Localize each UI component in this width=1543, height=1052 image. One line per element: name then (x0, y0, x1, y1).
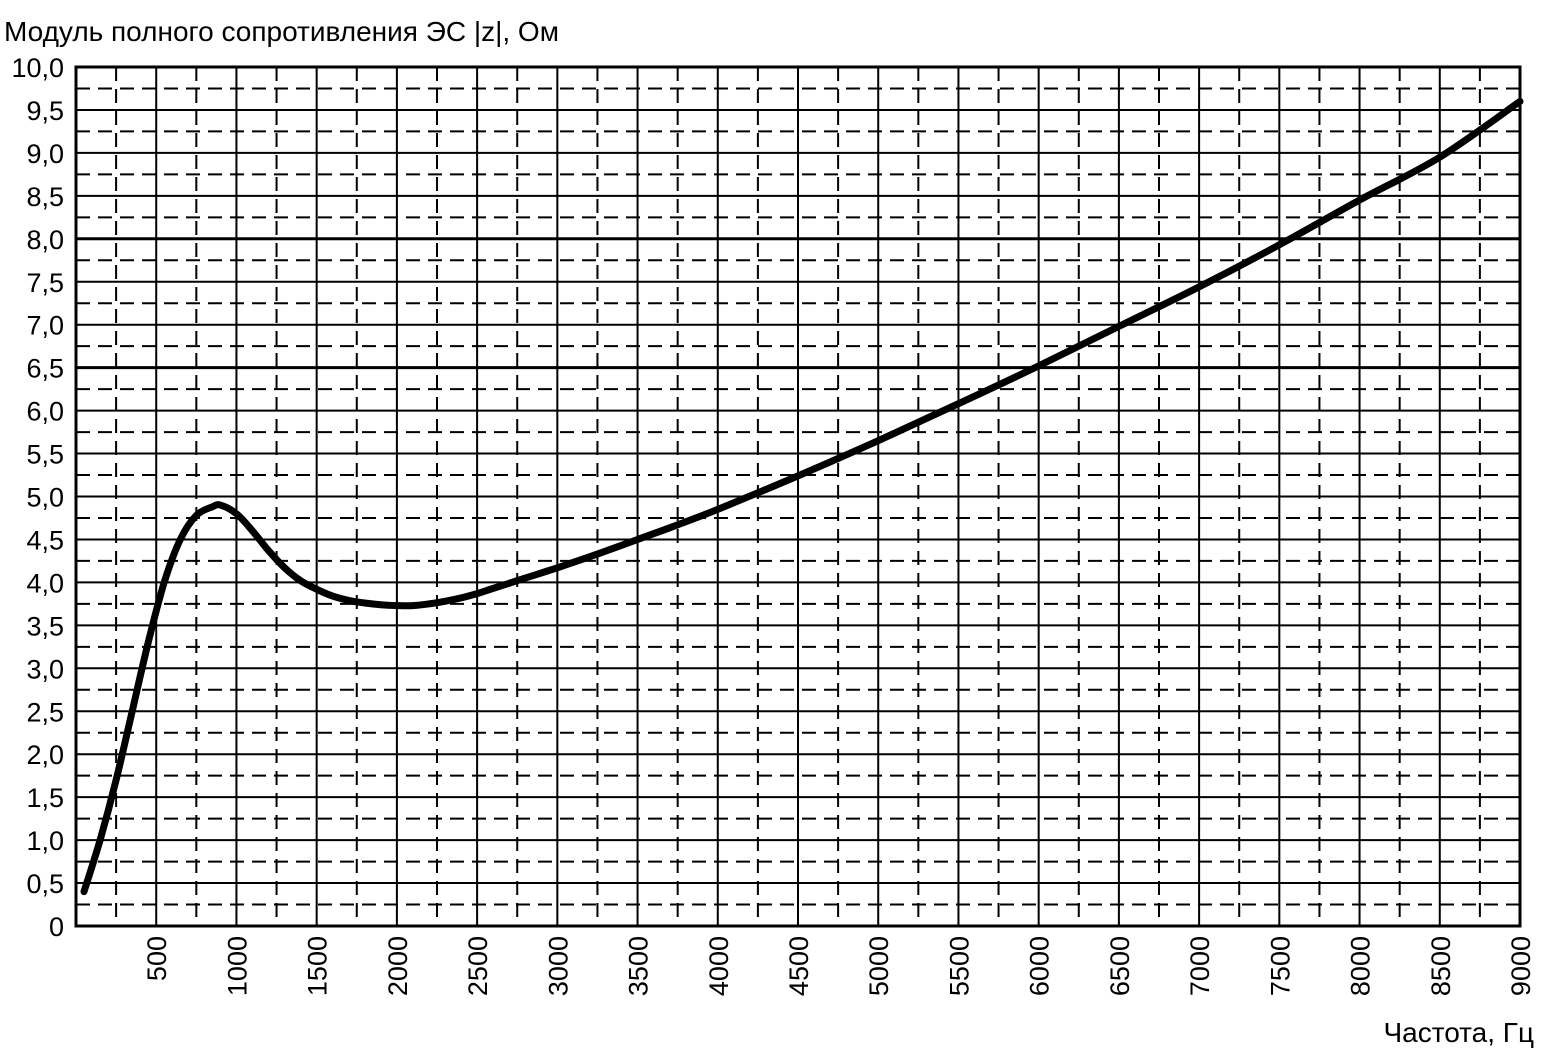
y-tick-label: 4,5 (26, 525, 64, 555)
y-tick-label: 7,5 (26, 268, 64, 298)
y-tick-label: 9,5 (26, 96, 64, 126)
x-tick-label: 8000 (1346, 936, 1376, 996)
x-tick-label: 1000 (222, 936, 252, 996)
y-tick-label: 8,0 (26, 225, 64, 255)
y-tick-label: 5,0 (26, 483, 64, 513)
y-tick-label: 3,5 (26, 611, 64, 641)
y-tick-label: 6,0 (26, 397, 64, 427)
y-tick-label: 8,5 (26, 182, 64, 212)
x-tick-label: 9000 (1506, 936, 1536, 996)
x-tick-label: 8500 (1426, 936, 1456, 996)
y-tick-label: 9,0 (26, 139, 64, 169)
x-tick-label: 5000 (864, 936, 894, 996)
x-tick-label: 3000 (543, 936, 573, 996)
impedance-curve (80, 97, 1524, 896)
y-axis-label: Модуль полного сопротивления ЭС |z|, Ом (4, 16, 559, 47)
y-tick-label: 1,5 (26, 783, 64, 813)
x-axis-label: Частота, Гц (1383, 1017, 1534, 1048)
y-tick-label: 0,5 (26, 869, 64, 899)
y-tick-labels: 0 0,5 1,0 1,5 2,0 2,5 3,0 3,5 4,0 4,5 5,0 5,5 6,0 6,5… (11, 53, 64, 942)
x-tick-label: 5500 (944, 936, 974, 996)
x-tick-label: 7500 (1265, 936, 1295, 996)
x-tick-label: 3500 (624, 936, 654, 996)
y-tick-label: 4,0 (26, 568, 64, 598)
x-tick-label: 2500 (463, 936, 493, 996)
y-tick-label: 5,5 (26, 440, 64, 470)
y-tick-label: 2,0 (26, 740, 64, 770)
y-tick-label: 10,0 (11, 53, 64, 83)
x-tick-labels: 500 1000 1500 2000 2500 3000 3500 4000 4500 5000 5… (142, 936, 1536, 996)
y-tick-label: 0 (49, 912, 64, 942)
x-tick-label: 1500 (303, 936, 333, 996)
x-tick-label: 4000 (704, 936, 734, 996)
grid (76, 67, 1520, 926)
x-tick-label: 7000 (1185, 936, 1215, 996)
plot-frame (74, 65, 1522, 928)
y-tick-label: 7,0 (26, 311, 64, 341)
series-layer (80, 97, 1524, 896)
y-tick-label: 1,0 (26, 826, 64, 856)
x-tick-label: 500 (142, 936, 172, 981)
y-tick-label: 2,5 (26, 697, 64, 727)
x-tick-label: 2000 (383, 936, 413, 996)
x-tick-label: 6500 (1105, 936, 1135, 996)
x-tick-label: 4500 (784, 936, 814, 996)
x-tick-label: 6000 (1025, 936, 1055, 996)
y-tick-label: 3,0 (26, 654, 64, 684)
y-tick-label: 6,5 (26, 354, 64, 384)
